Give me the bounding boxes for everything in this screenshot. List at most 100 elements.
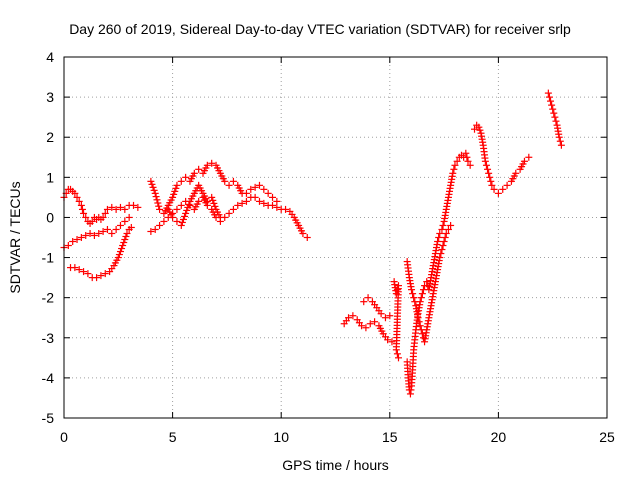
data-point	[210, 199, 218, 207]
data-point	[116, 203, 124, 211]
data-point	[177, 177, 185, 185]
data-point	[282, 205, 290, 213]
data-point	[251, 193, 259, 201]
data-point	[555, 133, 563, 141]
data-point	[69, 238, 77, 246]
data-point	[170, 190, 178, 198]
data-point	[548, 101, 556, 109]
y-axis-label: SDTVAR / TECUs	[7, 181, 23, 293]
data-point	[377, 310, 385, 318]
data-point	[392, 346, 400, 354]
data-point	[225, 209, 233, 217]
y-tick-label: 4	[46, 49, 54, 65]
data-point	[171, 187, 179, 195]
data-point	[177, 221, 185, 229]
data-point	[77, 201, 85, 209]
data-point	[149, 183, 157, 191]
data-point	[481, 157, 489, 165]
data-point	[488, 181, 496, 189]
data-point	[349, 312, 357, 320]
data-point	[80, 209, 88, 217]
data-point	[125, 213, 133, 221]
data-point	[442, 229, 450, 237]
data-point	[453, 157, 461, 165]
data-point	[439, 221, 447, 229]
data-point	[120, 239, 128, 247]
data-point	[203, 161, 211, 169]
data-point	[234, 201, 242, 209]
data-point	[238, 199, 246, 207]
data-point	[247, 185, 255, 193]
data-point	[260, 185, 268, 193]
axis-ticks	[63, 56, 608, 419]
data-point	[358, 322, 366, 330]
data-point	[88, 217, 96, 225]
data-point	[169, 193, 177, 201]
data-point	[71, 264, 79, 272]
data-point	[364, 294, 372, 302]
data-point	[269, 193, 277, 201]
data-point	[557, 141, 565, 149]
y-tick-label: 1	[46, 169, 54, 185]
data-point	[552, 117, 560, 125]
data-point	[90, 231, 98, 239]
x-tick-label: 20	[491, 429, 507, 445]
data-point	[114, 254, 122, 262]
y-tick-label: 3	[46, 89, 54, 105]
data-point	[82, 213, 90, 221]
x-tick-label: 5	[169, 429, 177, 445]
data-point	[130, 201, 138, 209]
data-point	[195, 197, 203, 205]
data-point	[116, 248, 124, 256]
data-point	[75, 197, 83, 205]
data-point	[99, 213, 107, 221]
data-point	[148, 180, 156, 188]
data-point	[437, 250, 445, 258]
data-point	[434, 238, 442, 246]
data-points	[60, 89, 565, 398]
y-tick-label: -5	[42, 410, 55, 426]
data-point	[409, 290, 417, 298]
plot-frame	[63, 56, 608, 419]
data-point	[190, 169, 198, 177]
data-point	[269, 201, 277, 209]
data-point	[394, 354, 402, 362]
data-point	[225, 181, 233, 189]
data-point	[415, 318, 423, 326]
data-point	[485, 169, 493, 177]
data-point	[112, 225, 120, 233]
data-point	[438, 246, 446, 254]
data-point	[203, 197, 211, 205]
data-point	[82, 231, 90, 239]
data-point	[127, 223, 135, 231]
data-point	[462, 149, 470, 157]
data-point	[73, 193, 81, 201]
data-point	[153, 196, 161, 204]
data-point	[116, 221, 124, 229]
data-point	[150, 186, 158, 194]
data-point	[173, 205, 181, 213]
data-point	[84, 270, 92, 278]
y-tick-label: -2	[42, 290, 55, 306]
data-point	[386, 312, 394, 320]
data-point	[471, 125, 479, 133]
data-point	[408, 286, 416, 294]
data-point	[482, 161, 490, 169]
data-point	[436, 229, 444, 237]
data-point	[78, 205, 86, 213]
data-point	[362, 324, 370, 332]
data-point	[255, 197, 263, 205]
data-point	[73, 236, 81, 244]
data-point	[476, 126, 484, 134]
data-point	[384, 336, 392, 344]
data-point	[179, 215, 187, 223]
data-point	[108, 229, 116, 237]
data-point	[487, 177, 495, 185]
data-point	[436, 254, 444, 262]
data-point	[103, 225, 111, 233]
data-point	[486, 173, 494, 181]
data-point	[345, 314, 353, 322]
x-tick-label: 15	[382, 429, 398, 445]
data-point	[185, 200, 193, 208]
data-point	[103, 205, 111, 213]
